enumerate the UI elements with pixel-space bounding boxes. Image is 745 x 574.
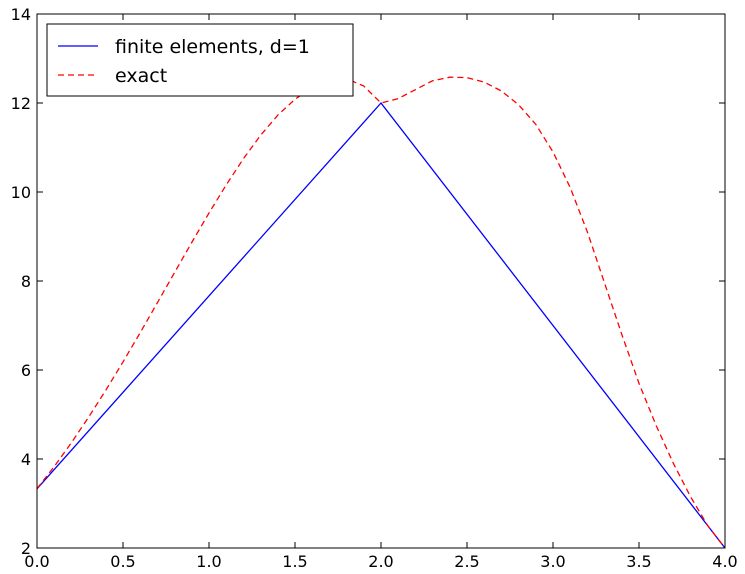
y-tick-label: 12	[11, 94, 31, 113]
series-layer	[36, 76, 726, 549]
legend-box	[46, 23, 354, 97]
series-line-2	[36, 76, 726, 549]
x-tick-label: 0.0	[24, 552, 49, 571]
x-tick-label: 2.0	[368, 552, 393, 571]
y-tick-label: 4	[21, 450, 31, 469]
legend-label-2: exact	[115, 65, 167, 87]
x-tick-label: 3.0	[540, 552, 565, 571]
x-tick-label: 0.5	[110, 552, 135, 571]
x-axis: 0.0 0.5 1.0 1.5 2.0 2.5 3.0 3.5 4.0	[24, 14, 738, 571]
series-line-1	[36, 101, 726, 549]
y-axis: 2 4 6 8 10 12 14	[11, 5, 725, 558]
x-tick-label: 4.0	[712, 552, 737, 571]
y-tick-label: 6	[21, 361, 31, 380]
x-tick-label: 1.5	[282, 552, 307, 571]
x-tick-label: 1.0	[196, 552, 221, 571]
x-tick-label: 2.5	[454, 552, 479, 571]
y-tick-label: 2	[21, 539, 31, 558]
legend-label-1: finite elements, d=1	[115, 36, 310, 58]
y-tick-label: 8	[21, 272, 31, 291]
x-tick-label: 3.5	[626, 552, 651, 571]
legend: finite elements, d=1 exact	[46, 23, 354, 97]
y-tick-label: 10	[11, 183, 31, 202]
y-tick-label: 14	[11, 5, 31, 24]
